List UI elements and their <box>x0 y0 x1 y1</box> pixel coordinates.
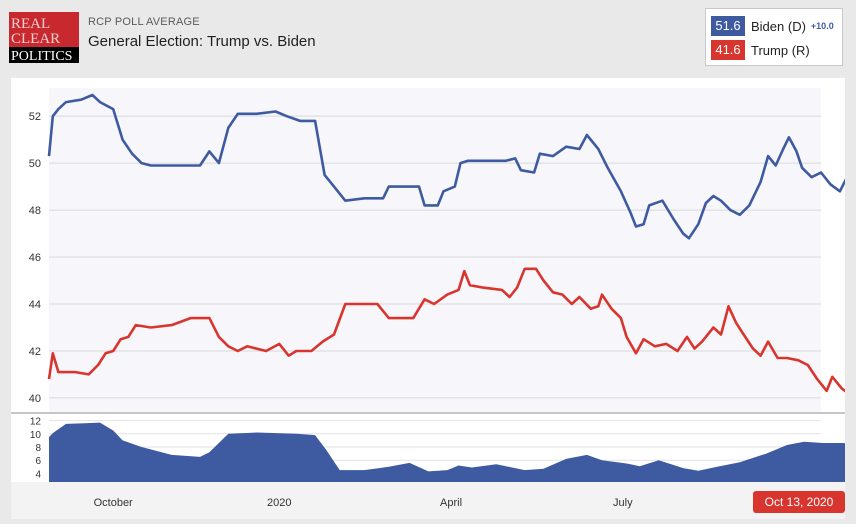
sub-y-tick-label-12: 12 <box>30 417 42 428</box>
sub-y-tick-label-8: 8 <box>35 443 41 454</box>
main-plot-background <box>49 88 821 412</box>
sub-y-tick-label-4: 4 <box>35 469 41 480</box>
legend-item-biden[interactable]: 51.6 Biden (D) +10.0 <box>711 16 834 36</box>
current-date-badge[interactable] <box>753 491 845 513</box>
x-tick-label-october: October <box>94 497 133 509</box>
realclearpolitics-logo: REAL CLEAR POLITICS <box>9 12 79 63</box>
y-tick-label-44: 44 <box>29 299 41 311</box>
trump-line <box>47 267 856 397</box>
current-date-label: Oct 13, 2020 <box>765 495 834 509</box>
chart-legend: 51.6 Biden (D) +10.0 41.6 Trump (R) <box>705 8 843 66</box>
logo-line-2: CLEAR <box>11 31 60 47</box>
legend-item-trump[interactable]: 41.6 Trump (R) <box>711 40 810 60</box>
sub-y-tick-label-6: 6 <box>35 456 41 467</box>
y-tick-label-52: 52 <box>29 111 41 123</box>
legend-spread-biden: +10.0 <box>810 21 834 31</box>
y-tick-label-40: 40 <box>29 393 41 405</box>
x-tick-label-july: July <box>613 497 633 509</box>
poll-title: General Election: Trump vs. Biden <box>88 33 316 50</box>
spread-area <box>49 422 856 482</box>
poll-kicker: RCP POLL AVERAGE <box>88 16 200 28</box>
biden-line <box>47 93 856 240</box>
legend-value-trump: 41.6 <box>711 40 745 60</box>
y-tick-label-48: 48 <box>29 205 41 217</box>
legend-value-biden: 51.6 <box>711 16 745 36</box>
x-tick-label-april: April <box>440 497 462 509</box>
sub-y-tick-label-10: 10 <box>30 430 42 441</box>
legend-name-trump: Trump (R) <box>751 42 810 58</box>
y-tick-label-50: 50 <box>29 158 41 170</box>
y-tick-label-46: 46 <box>29 252 41 264</box>
chart-header: REAL CLEAR POLITICS RCP POLL AVERAGE Gen… <box>0 0 856 76</box>
logo-line-1: REAL <box>11 16 50 32</box>
logo-line-3: POLITICS <box>11 49 72 63</box>
legend-name-biden: Biden (D) <box>751 18 806 34</box>
y-tick-label-42: 42 <box>29 346 41 358</box>
x-axis-strip <box>11 482 845 519</box>
x-tick-label-2020: 2020 <box>267 497 291 509</box>
